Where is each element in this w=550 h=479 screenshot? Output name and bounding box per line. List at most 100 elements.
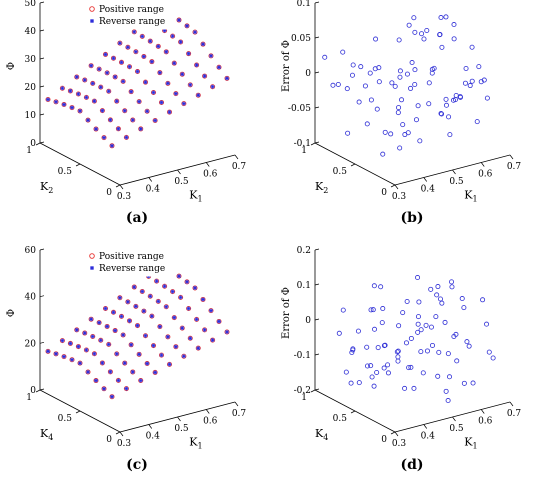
error-point (350, 347, 356, 353)
error-point (400, 122, 406, 128)
error-point (406, 22, 412, 28)
reverse-point (188, 82, 193, 87)
error-point (464, 339, 470, 345)
panel-d: 0.3 0.4 0.5 0.6 0.7 0 0.5 1-0.2 -0.1 0 0.1 0.2 K1 K4 E… (281, 246, 521, 473)
reverse-point (148, 39, 153, 44)
positive-point (200, 41, 206, 47)
reverse-point (132, 285, 137, 290)
error-point (409, 60, 415, 66)
error-point (470, 380, 476, 386)
legend: Positive range Reverse range (82, 1, 174, 30)
reverse-point (89, 63, 94, 68)
z-tick-label: 0.1 (297, 0, 311, 9)
reverse-point (86, 370, 90, 375)
positive-point (208, 53, 214, 59)
error-point (428, 286, 434, 292)
positive-point (82, 77, 88, 83)
reverse-point (196, 346, 201, 351)
reverse-point (111, 310, 116, 315)
error-point (417, 138, 423, 144)
error-point (371, 383, 377, 389)
reverse-point (156, 299, 161, 304)
error-point (416, 299, 422, 305)
reverse-point (82, 331, 87, 336)
error-point (484, 95, 490, 101)
z-tick-label: -0.1 (294, 351, 311, 361)
error-point (434, 292, 440, 298)
positive-point (133, 303, 139, 309)
error-point (466, 343, 472, 349)
reverse-point (181, 101, 186, 106)
error-point (396, 323, 402, 329)
reverse-point (225, 329, 229, 334)
error-point (364, 363, 370, 369)
positive-point (178, 294, 184, 300)
error-point (449, 279, 455, 285)
k2-tick-label: 0.5 (58, 167, 73, 177)
reverse-point (164, 304, 169, 309)
reverse-point (46, 349, 50, 354)
reverse-point (132, 29, 137, 34)
k1-tick (423, 177, 428, 182)
error-point (419, 31, 425, 37)
k2-tick (310, 142, 316, 146)
error-point (356, 99, 362, 105)
k2-tick-label: 0 (106, 188, 112, 198)
error-point (397, 145, 403, 151)
positive-point (122, 360, 128, 366)
positive-point (106, 88, 112, 94)
reverse-point (106, 342, 111, 347)
z-tick-label: 60 (25, 246, 37, 256)
positive-point (173, 91, 179, 97)
reverse-point (138, 126, 143, 131)
positive-point (166, 109, 172, 115)
reverse-point (130, 369, 135, 374)
error-point (447, 374, 453, 380)
positive-point (91, 98, 97, 104)
error-point (374, 369, 380, 375)
reverse-point (178, 295, 183, 300)
error-point (367, 70, 373, 76)
k2-axis-label: K2 (315, 180, 328, 195)
error-point (406, 365, 412, 371)
reverse-point (188, 336, 193, 341)
positive-point (176, 273, 182, 279)
panel-c: 0.30.40.50.60.700.510204060K1K4Φ(c)Posit… (6, 246, 246, 473)
error-point (369, 374, 375, 380)
positive-point (210, 84, 216, 90)
reverse-point (202, 74, 207, 79)
positive-point (53, 351, 59, 357)
error-point (443, 102, 449, 108)
reverse-point (178, 39, 183, 44)
error-point (412, 81, 418, 87)
reverse-point (149, 314, 154, 319)
reverse-point (145, 361, 150, 366)
z-tick-label: 0.1 (297, 281, 311, 291)
positive-point (139, 33, 145, 39)
k1-tick-label: 0.7 (507, 162, 522, 172)
error-point (481, 77, 487, 83)
positive-point (69, 357, 75, 363)
reverse-point (124, 386, 129, 391)
k1-tick (205, 162, 210, 167)
z-tick (39, 1, 45, 4)
reverse-point (202, 327, 207, 332)
positive-point (171, 315, 177, 321)
panel-caption: (a) (126, 210, 148, 226)
z-tick (39, 57, 45, 60)
k2-tick-label: 1 (301, 146, 307, 156)
error-point (408, 85, 414, 91)
error-point (426, 101, 432, 107)
reverse-point (129, 342, 134, 347)
axes (39, 3, 236, 186)
data-points (336, 275, 496, 404)
reverse-point (74, 74, 79, 79)
error-point (358, 64, 364, 70)
z-tick-label: 0.05 (291, 34, 311, 44)
positive-point (61, 102, 67, 108)
k1-tick (423, 424, 428, 429)
positive-point (61, 354, 67, 360)
error-point (343, 369, 349, 375)
reverse-point (46, 97, 50, 102)
reverse-point (76, 344, 81, 349)
